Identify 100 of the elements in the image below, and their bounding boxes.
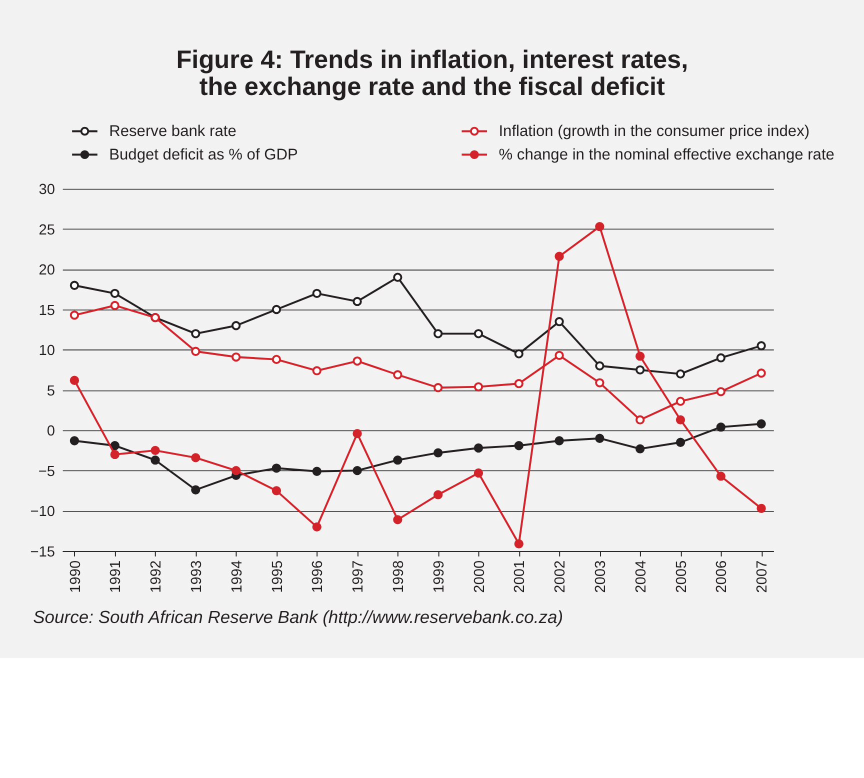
point: [474, 443, 484, 453]
point: [393, 515, 402, 524]
legend-label: Budget deficit as % of GDP: [109, 146, 298, 164]
x-tick-label: 1999: [431, 560, 448, 593]
x-tick-label: 2002: [552, 560, 569, 593]
point: [312, 522, 322, 532]
point: [756, 368, 766, 378]
point: [393, 272, 402, 282]
point: [150, 446, 160, 456]
point: [636, 444, 645, 454]
point: [554, 317, 564, 326]
point: [514, 539, 524, 548]
point: [191, 485, 200, 494]
point: [231, 352, 241, 362]
point: [150, 456, 160, 465]
point: [756, 504, 766, 513]
y-tick-label: 15: [38, 302, 56, 319]
y-tick-label: 20: [38, 262, 56, 279]
point: [756, 419, 766, 428]
point: [352, 356, 362, 366]
source-note: Source: South African Reserve Bank (http://www.reservebank.co.za): [33, 607, 564, 628]
point: [716, 353, 726, 362]
point: [514, 349, 524, 358]
point: [191, 346, 200, 356]
point: [636, 415, 645, 424]
legend-label: % change in the nominal effective exchange rate: [498, 146, 834, 164]
point: [716, 472, 726, 481]
point: [756, 341, 766, 350]
point: [272, 464, 282, 473]
point: [352, 466, 362, 476]
point: [636, 365, 645, 374]
point: [554, 436, 564, 446]
x-tick-label: 2000: [472, 560, 488, 593]
point: [110, 288, 120, 298]
point: [393, 370, 402, 380]
point: [70, 436, 80, 446]
point: [636, 352, 645, 361]
y-tick-label: −10: [30, 504, 56, 520]
point: [554, 252, 564, 261]
point: [554, 350, 564, 360]
point: [676, 396, 686, 406]
point: [191, 329, 200, 338]
y-tick-label: −15: [30, 544, 56, 560]
x-tick-label: 1995: [270, 560, 286, 593]
point: [676, 369, 686, 379]
point: [595, 434, 604, 443]
point: [231, 466, 241, 476]
point: [433, 490, 443, 500]
y-tick-label: 25: [38, 222, 56, 238]
y-tick-label: −5: [38, 464, 56, 480]
x-tick-label: 2005: [674, 560, 690, 593]
point: [474, 468, 484, 478]
point: [352, 296, 362, 306]
point: [595, 378, 604, 388]
point: [433, 383, 443, 392]
point: [514, 379, 524, 388]
x-tick-label: 2001: [512, 560, 528, 593]
x-tick-label: 1992: [148, 560, 165, 593]
point: [312, 288, 322, 298]
y-tick-label: 5: [46, 383, 56, 400]
x-tick-label: 1998: [391, 560, 408, 593]
point: [70, 376, 80, 385]
y-tick-label: 10: [38, 343, 56, 360]
point: [676, 415, 686, 424]
point: [595, 222, 604, 232]
point: [231, 321, 241, 330]
point: [272, 304, 282, 314]
point: [433, 329, 443, 338]
point: [474, 329, 484, 338]
point: [272, 354, 282, 364]
point: [70, 310, 80, 320]
point: [70, 280, 80, 290]
point: [716, 387, 726, 396]
x-tick-label: 1994: [229, 560, 246, 593]
chart-title: Figure 4: Trends in inflation, interest rates, the exchange rate and the fiscal deficit: [176, 46, 688, 102]
point: [272, 486, 282, 496]
y-tick-label: 30: [38, 182, 56, 198]
x-tick-label: 1997: [350, 560, 367, 593]
x-tick-label: 1991: [108, 560, 124, 593]
legend-label: Reserve bank rate: [109, 123, 236, 140]
point: [474, 382, 484, 392]
point: [110, 441, 120, 450]
point: [514, 441, 524, 450]
legend-label: Inflation (growth in the consumer price index): [498, 123, 810, 140]
point: [312, 466, 322, 476]
x-tick-label: 2003: [593, 560, 610, 593]
x-tick-label: 1993: [189, 560, 206, 593]
y-tick-label: 0: [46, 424, 56, 440]
x-tick-label: 2004: [633, 560, 650, 593]
point: [110, 300, 120, 310]
point: [716, 422, 726, 432]
x-tick-label: 1996: [310, 560, 326, 593]
x-tick-label: 2006: [714, 560, 730, 593]
point: [191, 453, 200, 462]
point: [595, 361, 604, 370]
point: [352, 428, 362, 438]
point: [676, 438, 686, 447]
x-tick-label: 2007: [754, 560, 771, 593]
x-tick-label: 1990: [68, 560, 84, 593]
point: [110, 450, 120, 460]
